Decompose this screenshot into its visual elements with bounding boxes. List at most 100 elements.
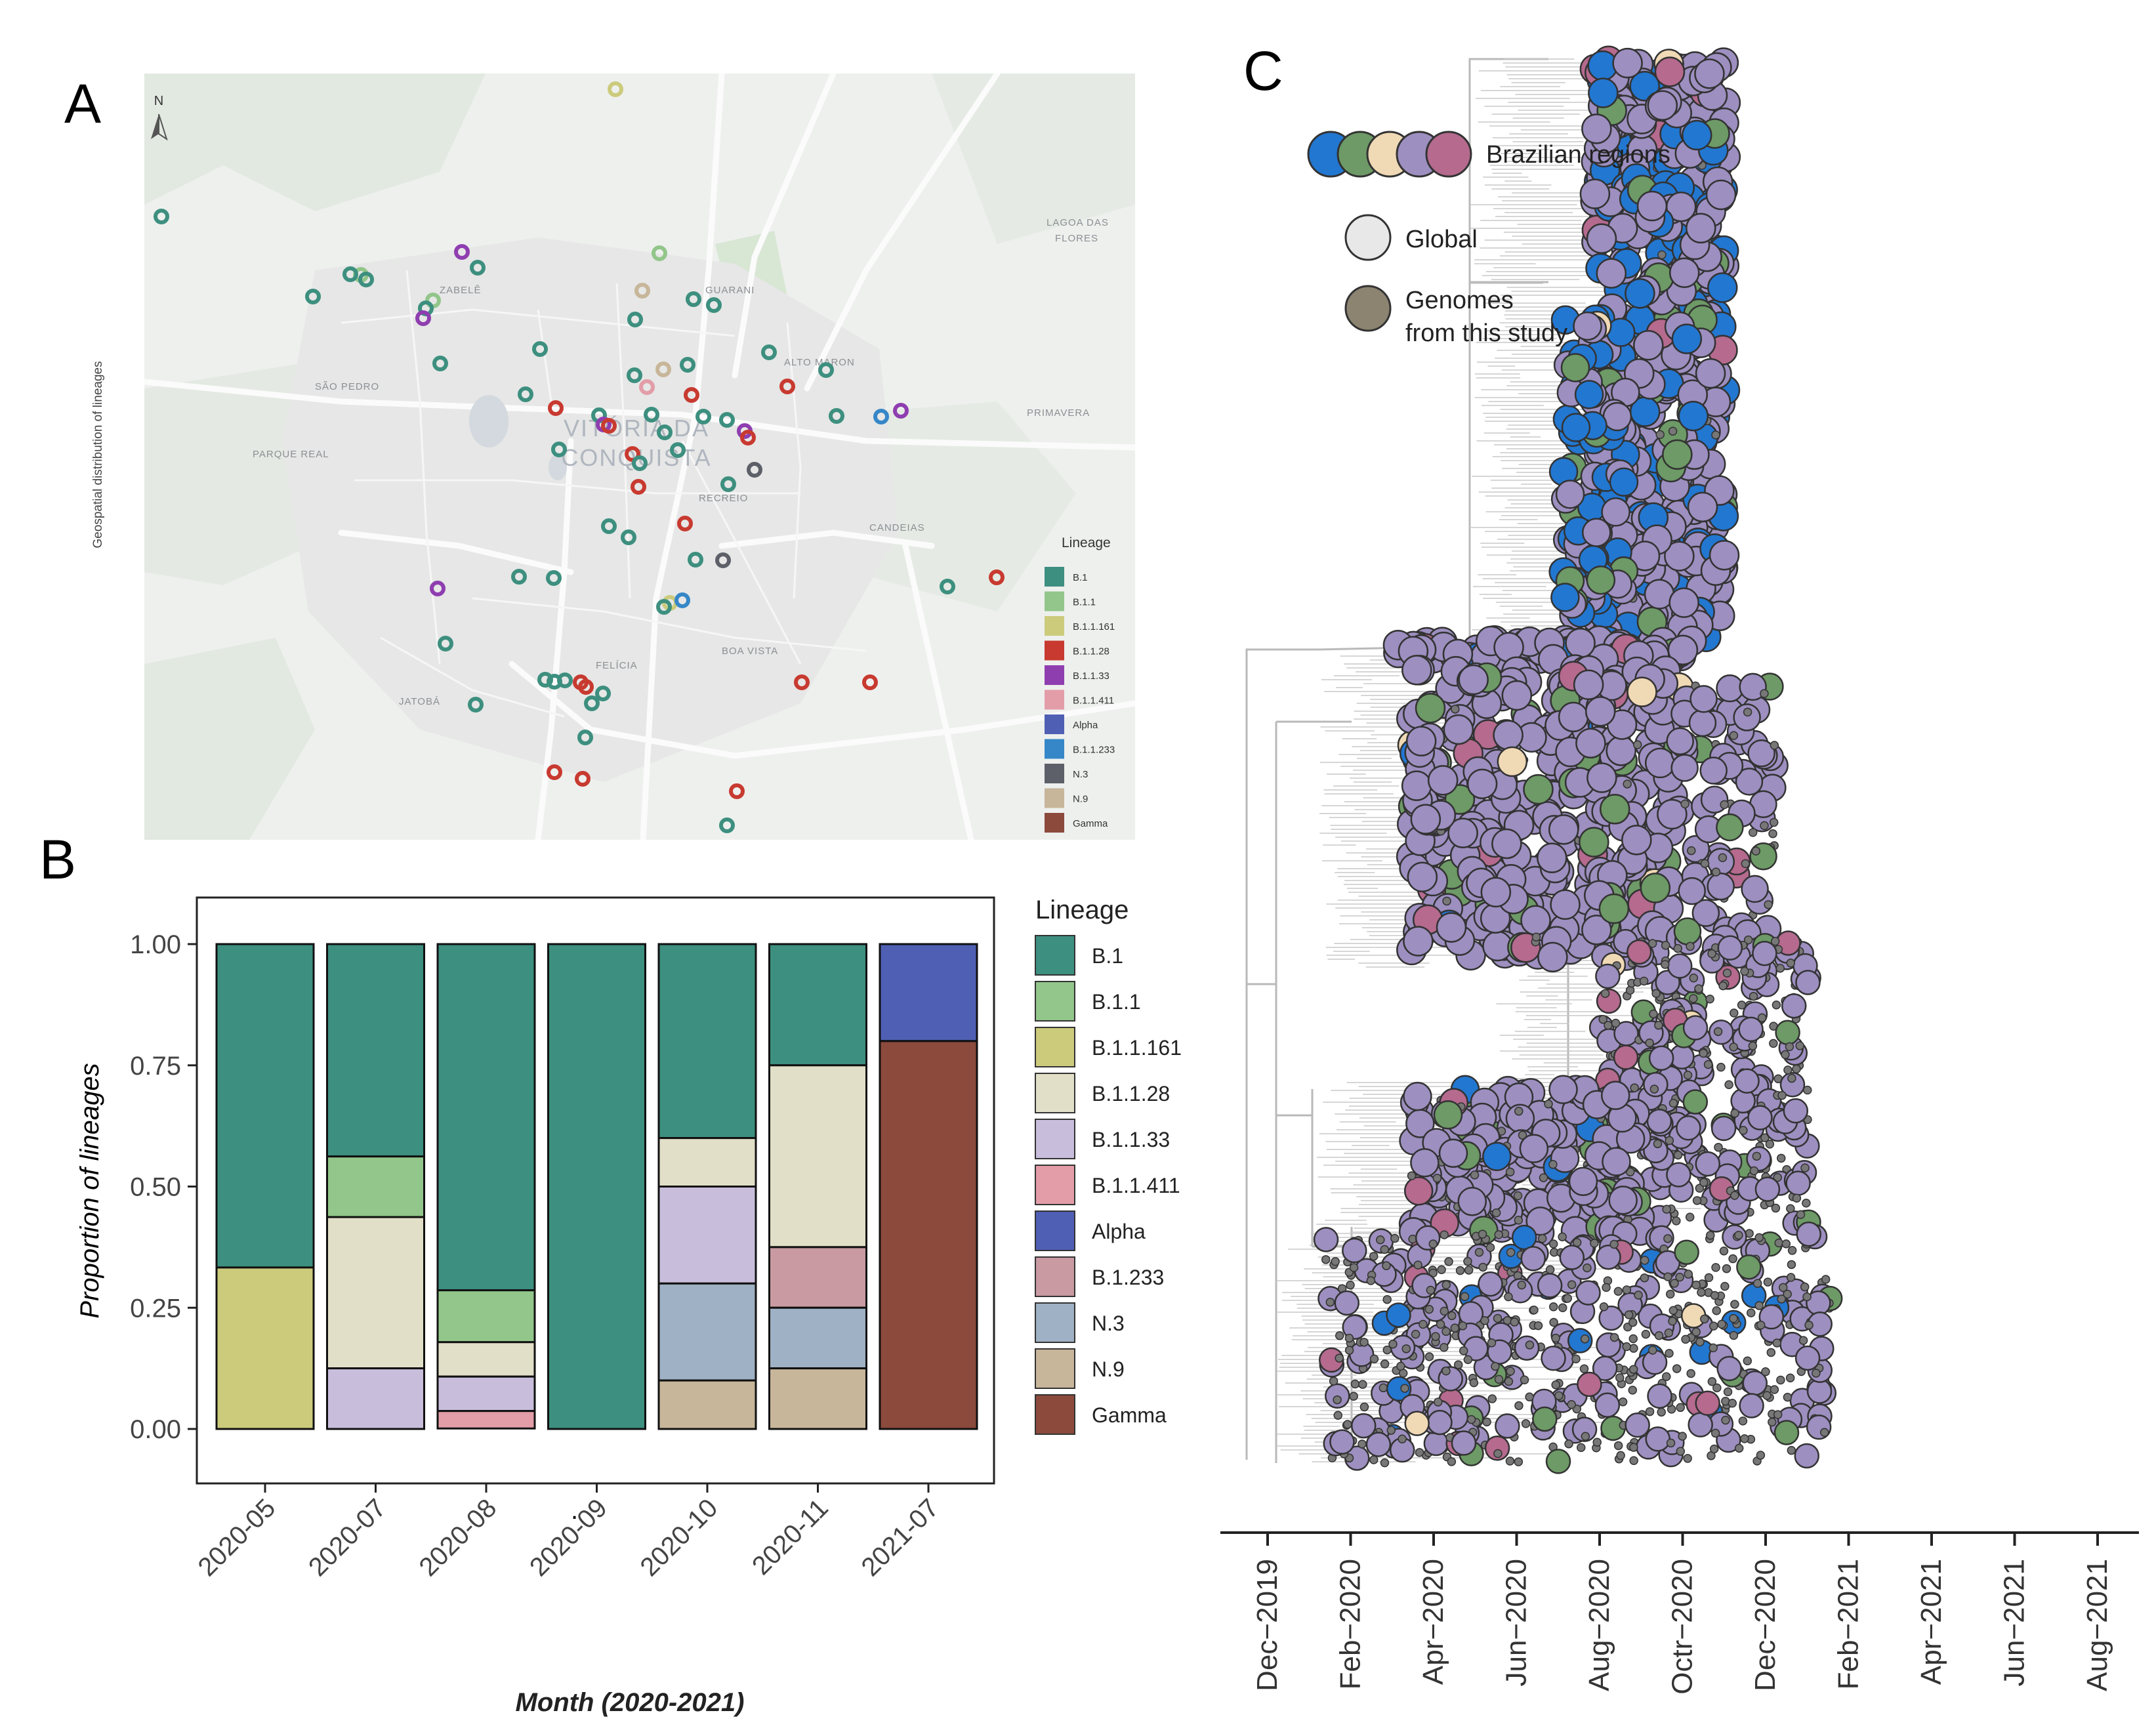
tip-small (1583, 1263, 1592, 1273)
tip-small (1344, 1346, 1354, 1355)
tip (1601, 497, 1630, 527)
tip (1717, 935, 1743, 961)
tip (1410, 804, 1441, 835)
map-point (677, 516, 693, 531)
tip-small (1718, 853, 1728, 862)
tip (1537, 1273, 1563, 1298)
time-tick-label: Dec−2020 (1749, 1559, 1781, 1691)
tip (1466, 768, 1498, 800)
tip-small (1551, 1380, 1560, 1390)
tip (1806, 1378, 1833, 1404)
tip (1581, 915, 1612, 945)
tip-small (1613, 1287, 1623, 1296)
tip (1754, 1176, 1781, 1202)
tip-small (1773, 1172, 1782, 1182)
tip (1625, 278, 1655, 309)
tip-small (1506, 1367, 1515, 1376)
tip (1674, 1239, 1699, 1265)
tip-small (1740, 966, 1749, 976)
tip-small (1493, 1313, 1503, 1323)
map-legend-swatch (1045, 714, 1064, 734)
tip (1621, 825, 1652, 856)
map-point (719, 817, 735, 833)
map-point (715, 552, 731, 568)
tip-small (1709, 1321, 1718, 1331)
place-label: RECREIO (699, 493, 748, 504)
tip (1682, 1089, 1709, 1115)
tip-small (1628, 1365, 1638, 1374)
tip (1647, 1383, 1672, 1409)
tip (1365, 1432, 1392, 1457)
tip-small (1382, 1261, 1391, 1270)
bar-chart-svg: 0.000.250.500.751.00 2020-05 2020-07 2020-… (75, 896, 1182, 1717)
tip-small (1616, 1451, 1625, 1460)
tip-small (1689, 973, 1699, 983)
map-point (537, 672, 553, 688)
tip (1707, 272, 1738, 303)
tip-small (1504, 1292, 1513, 1302)
bar-segment-b-1 (768, 943, 867, 1067)
tip-small (1413, 1260, 1422, 1270)
tip-small (1691, 1280, 1701, 1290)
tip (1427, 765, 1459, 796)
tip-small (1665, 1289, 1675, 1299)
tip (1648, 1045, 1674, 1071)
tip-small (1349, 1392, 1358, 1401)
map-point (818, 362, 834, 378)
map-legend-label: B.1.1.161 (1073, 621, 1115, 632)
tip (1626, 939, 1652, 965)
tip (1687, 491, 1718, 523)
tip-small (1703, 1060, 1713, 1069)
region-icon (1425, 131, 1472, 178)
bar-segment-b-1-233 (768, 1246, 867, 1309)
tip-small (1768, 829, 1777, 838)
tip-small (1478, 1262, 1487, 1272)
x-tick-label: 2021-07 (856, 1493, 944, 1582)
tip-small (1521, 1419, 1531, 1428)
tip-small (1770, 936, 1780, 946)
tip-small (1482, 1417, 1491, 1427)
bar-segment-n-3 (657, 1282, 757, 1382)
tip-small (1760, 689, 1769, 698)
tip-small (1716, 1062, 1726, 1072)
tip-small (1648, 1346, 1657, 1355)
tip-small (1401, 1344, 1411, 1354)
tip-small (1785, 1373, 1795, 1383)
tip-small (1777, 1090, 1787, 1100)
bar-segment-b-1-1-411 (436, 1410, 536, 1430)
bar-legend-swatch (1035, 1165, 1075, 1205)
tip-small (1388, 1339, 1398, 1349)
map-point (557, 672, 573, 688)
tip-small (1382, 1345, 1392, 1355)
tip-small (1804, 1321, 1814, 1330)
footnote-dot: . (571, 1496, 579, 1525)
phylogeny-svg: Brazilian regions Global Genomes from th… (713, 45, 2139, 1695)
map-point (631, 479, 646, 495)
tip-small (1680, 799, 1690, 809)
tip-small (1424, 1352, 1434, 1361)
bar-legend-label: B.1.233 (1092, 1266, 1164, 1289)
tip-small (1737, 1001, 1747, 1010)
map-legend-swatch (1045, 591, 1064, 611)
map-legend-label: N.9 (1073, 794, 1088, 805)
tip-small (1669, 1098, 1678, 1108)
tip (1558, 701, 1589, 733)
tip (1662, 439, 1693, 470)
tip (1794, 1345, 1821, 1371)
tip-small (1786, 1273, 1796, 1282)
tip (1568, 1167, 1598, 1196)
tip-small (1539, 1173, 1548, 1182)
tip (1560, 353, 1590, 382)
tip-small (1649, 1085, 1659, 1094)
bar-segment-b-1 (436, 943, 536, 1292)
place-label: GUARANI (705, 285, 755, 296)
tip-small (1787, 1445, 1796, 1455)
tip-small (1548, 1302, 1558, 1312)
tip (1747, 1105, 1773, 1130)
tip (1599, 794, 1630, 825)
tip-small (1796, 1210, 1806, 1220)
tip-small (1564, 1439, 1573, 1449)
bar-segment-b-1 (326, 943, 425, 1158)
tip-small (1678, 1432, 1687, 1441)
tip-small (1756, 1321, 1766, 1330)
